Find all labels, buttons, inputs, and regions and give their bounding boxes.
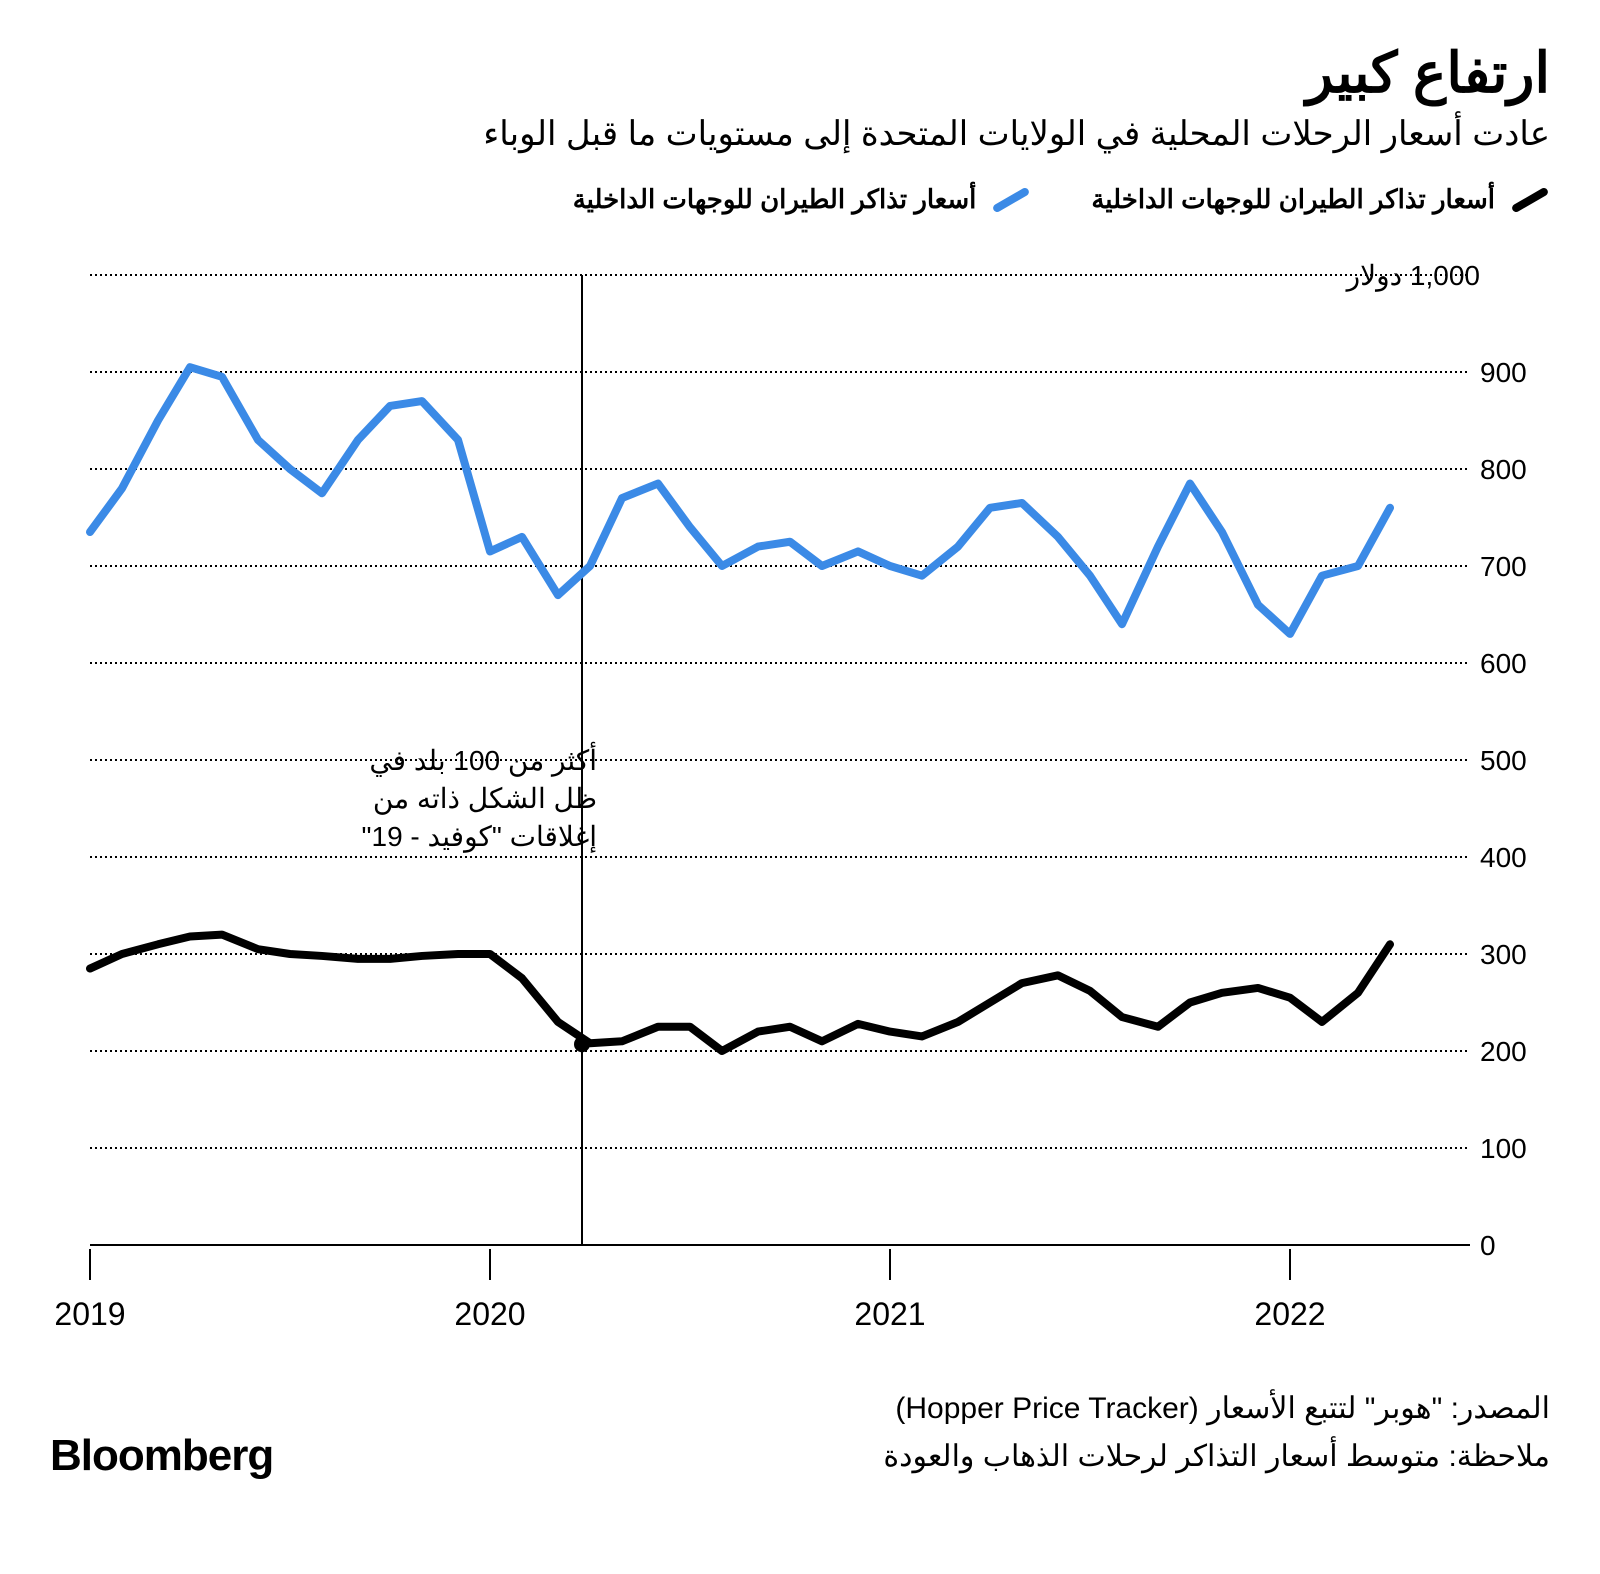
note-text: ملاحظة: متوسط أسعار التذاكر لرحلات الذها… xyxy=(883,1433,1550,1481)
legend-label-black: أسعار تذاكر الطيران للوجهات الداخلية xyxy=(1091,184,1495,215)
brand-logo: Bloomberg xyxy=(50,1431,273,1481)
svg-text:500: 500 xyxy=(1480,745,1527,776)
chart-title: ارتفاع كبير xyxy=(50,40,1550,106)
svg-text:ظل الشكل ذاته من: ظل الشكل ذاته من xyxy=(373,783,597,815)
legend-item-blue: أسعار تذاكر الطيران للوجهات الداخلية xyxy=(573,184,1032,215)
svg-text:900: 900 xyxy=(1480,357,1527,388)
svg-text:2021: 2021 xyxy=(854,1296,925,1332)
legend-label-blue: أسعار تذاكر الطيران للوجهات الداخلية xyxy=(573,184,977,215)
legend-item-black: أسعار تذاكر الطيران للوجهات الداخلية xyxy=(1091,184,1550,215)
svg-text:2022: 2022 xyxy=(1254,1296,1325,1332)
line-chart: 0 100 200 300 400 500 600 700 800 900 1,000 دولار 2… xyxy=(50,235,1550,1345)
source-text: المصدر: "هوبر" لتتبع الأسعار (Hopper Pri… xyxy=(883,1385,1550,1433)
svg-text:100: 100 xyxy=(1480,1133,1527,1164)
chart-container: 0 100 200 300 400 500 600 700 800 900 1,000 دولار 2… xyxy=(50,235,1550,1345)
legend-swatch-black xyxy=(1511,186,1550,213)
footer-text: المصدر: "هوبر" لتتبع الأسعار (Hopper Pri… xyxy=(883,1385,1550,1481)
chart-legend: أسعار تذاكر الطيران للوجهات الداخلية أسع… xyxy=(50,184,1550,215)
svg-text:600: 600 xyxy=(1480,648,1527,679)
svg-text:أكثر من 100 بلد في: أكثر من 100 بلد في xyxy=(369,742,597,777)
svg-text:0: 0 xyxy=(1480,1230,1496,1261)
legend-swatch-blue xyxy=(992,186,1031,213)
svg-text:2019: 2019 xyxy=(54,1296,125,1332)
svg-text:1,000 دولار: 1,000 دولار xyxy=(1345,260,1480,292)
svg-text:300: 300 xyxy=(1480,939,1527,970)
svg-text:200: 200 xyxy=(1480,1036,1527,1067)
svg-text:700: 700 xyxy=(1480,551,1527,582)
svg-text:400: 400 xyxy=(1480,842,1527,873)
svg-text:2020: 2020 xyxy=(454,1296,525,1332)
chart-footer: المصدر: "هوبر" لتتبع الأسعار (Hopper Pri… xyxy=(50,1385,1550,1481)
svg-text:800: 800 xyxy=(1480,454,1527,485)
chart-subtitle: عادت أسعار الرحلات المحلية في الولايات ا… xyxy=(50,114,1550,154)
svg-text:إغلاقات "كوفيد - 19": إغلاقات "كوفيد - 19" xyxy=(362,821,597,853)
chart-header: ارتفاع كبير عادت أسعار الرحلات المحلية ف… xyxy=(50,40,1550,154)
